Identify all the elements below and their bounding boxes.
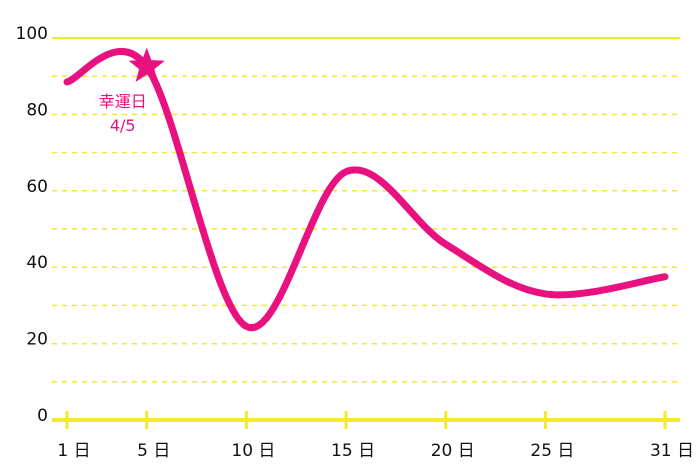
y-tick-label: 60 [26, 177, 48, 197]
y-tick-label: 80 [26, 100, 48, 120]
x-tick-label: 5 日 [137, 441, 170, 461]
y-tick-label: 40 [26, 253, 48, 273]
x-tick-label: 10 日 [231, 441, 275, 461]
annotation: 4/5 [110, 116, 136, 135]
line [63, 47, 669, 332]
x-tick-label: 1 日 [57, 441, 90, 461]
y-tick-label: 20 [26, 330, 48, 350]
x-tick-label: 20 日 [431, 441, 475, 461]
x-tick-label: 25 日 [530, 441, 574, 461]
y-tick-label: 0 [37, 406, 48, 426]
x-tick-label: 31 日 [650, 441, 694, 461]
y-tick-label: 100 [16, 24, 48, 44]
annotation: 幸運日 [99, 92, 147, 111]
x-tick-label: 15 日 [331, 441, 375, 461]
star-marker [128, 47, 165, 83]
